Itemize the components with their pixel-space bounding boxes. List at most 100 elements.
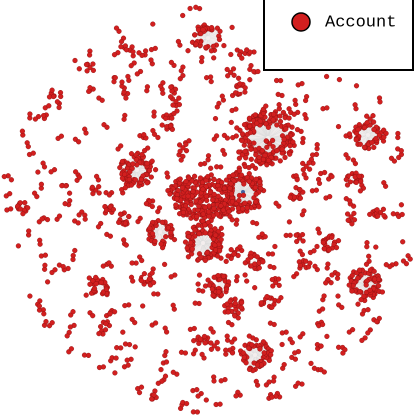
node [205, 174, 211, 180]
node [20, 211, 26, 217]
node [357, 267, 363, 273]
node [318, 343, 324, 349]
node [76, 66, 82, 72]
node [171, 237, 178, 243]
node [85, 352, 92, 359]
node [156, 205, 163, 211]
node [198, 161, 204, 167]
node [380, 206, 387, 212]
node [66, 190, 73, 196]
node [186, 138, 192, 144]
node [27, 293, 33, 299]
node [102, 327, 109, 333]
node [130, 278, 136, 284]
node [216, 289, 222, 295]
node [359, 337, 365, 344]
node [192, 300, 198, 306]
node [143, 201, 150, 207]
hub [238, 88, 242, 92]
node [347, 198, 353, 204]
node [275, 298, 282, 304]
node [277, 118, 284, 125]
node [43, 319, 49, 325]
node [345, 211, 351, 217]
node [128, 63, 134, 69]
node [119, 158, 126, 165]
node [180, 145, 186, 151]
node [398, 202, 405, 208]
node [216, 36, 223, 43]
node [22, 200, 28, 206]
node [72, 247, 78, 254]
node [324, 105, 330, 111]
node [287, 336, 293, 342]
node [286, 115, 292, 121]
node [271, 111, 277, 117]
node [132, 177, 139, 183]
hub [366, 133, 370, 137]
node [295, 82, 301, 88]
node [240, 206, 246, 212]
node [216, 186, 223, 193]
node [252, 285, 258, 291]
node [275, 91, 281, 98]
node [159, 219, 166, 225]
node [163, 349, 169, 355]
node [200, 27, 206, 33]
node [138, 176, 144, 183]
node [197, 175, 204, 181]
node [130, 161, 136, 167]
node [336, 76, 343, 83]
node [168, 94, 174, 100]
node [40, 112, 47, 119]
node [126, 213, 132, 220]
node [86, 52, 93, 58]
legend-label: Account [325, 13, 396, 32]
node [148, 174, 154, 180]
node [253, 152, 259, 158]
node [211, 176, 217, 183]
node [299, 252, 306, 258]
node [176, 95, 182, 101]
node [273, 200, 279, 206]
edge [191, 242, 204, 255]
node [306, 160, 312, 166]
node [371, 268, 377, 275]
node [178, 157, 184, 163]
hub [135, 168, 139, 172]
node [219, 232, 225, 238]
node [228, 51, 234, 58]
node [180, 209, 187, 216]
node [111, 52, 118, 58]
node [206, 209, 212, 215]
node [195, 222, 202, 228]
node [100, 364, 107, 370]
node [119, 79, 125, 85]
node [230, 66, 237, 72]
node [216, 100, 222, 107]
node [255, 68, 261, 75]
node [90, 278, 96, 284]
node [196, 231, 202, 237]
node [150, 21, 156, 27]
node [228, 181, 234, 187]
node [87, 281, 93, 287]
node [232, 300, 238, 306]
node [182, 239, 189, 245]
node [151, 131, 158, 137]
node [231, 72, 237, 78]
node [362, 124, 368, 131]
node [125, 362, 131, 368]
node [399, 211, 405, 218]
node [270, 117, 276, 123]
node [248, 146, 254, 152]
node [371, 126, 377, 133]
node [70, 256, 76, 263]
node [256, 204, 262, 210]
node [407, 256, 413, 262]
node [188, 202, 194, 208]
node [236, 168, 243, 174]
node [351, 210, 357, 217]
node [191, 325, 197, 332]
node [242, 272, 248, 278]
